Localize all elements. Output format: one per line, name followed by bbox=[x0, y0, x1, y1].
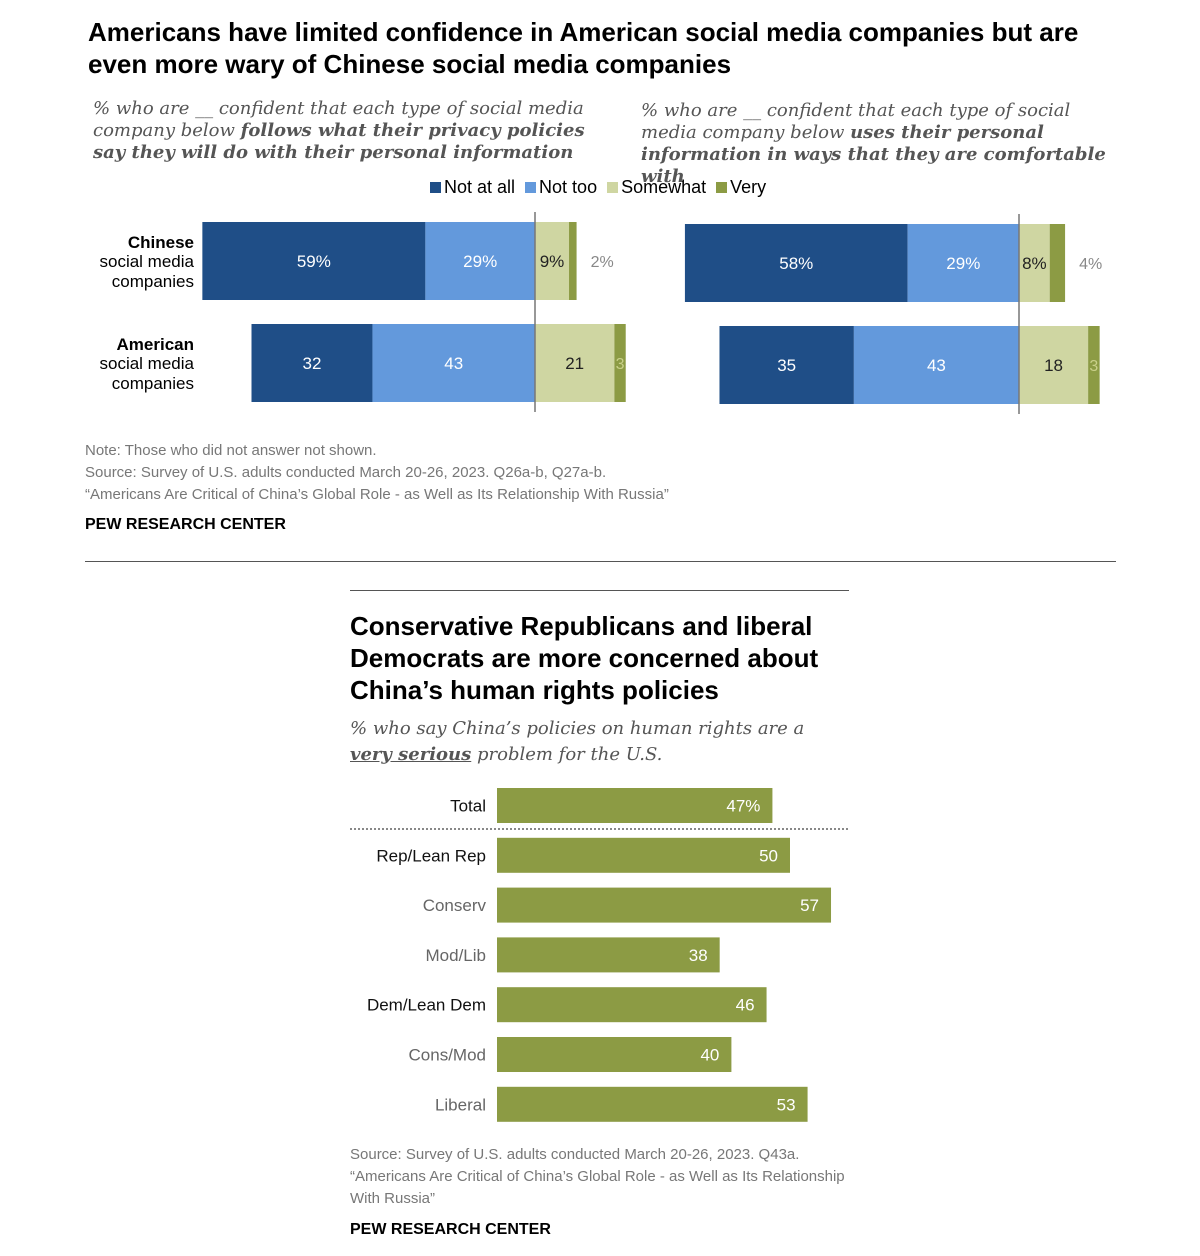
bar-segment bbox=[684, 224, 908, 302]
bar-segment bbox=[535, 222, 570, 300]
chart2-plot: Total 47% Rep/Lean Rep 50 Conserv 57 Mod/Lib 38… bbox=[350, 788, 850, 1122]
bar-segment bbox=[569, 222, 577, 300]
row-label-line: social media bbox=[100, 354, 195, 373]
data-label: 57 bbox=[800, 896, 819, 915]
left-subtitle-emphasis: follows what their privacy policies say … bbox=[93, 120, 585, 163]
data-label: 59% bbox=[297, 252, 331, 271]
bar-segment bbox=[1019, 224, 1050, 302]
bar-segment bbox=[535, 324, 615, 402]
chart2-subtitle-emphasis: very serious bbox=[350, 744, 472, 765]
data-label: 46 bbox=[736, 996, 755, 1015]
chart1-legend: Not at all Not too Somewhat Very bbox=[430, 177, 766, 198]
data-label: 43 bbox=[444, 354, 463, 373]
bar-segment bbox=[251, 324, 373, 402]
bar bbox=[497, 788, 773, 823]
data-label: 3 bbox=[616, 356, 625, 373]
legend-swatch bbox=[716, 182, 728, 193]
bar-segment bbox=[1049, 224, 1066, 302]
data-label: 18 bbox=[1044, 356, 1063, 375]
left-subtitle-prefix: % who are __ confident that each type of… bbox=[93, 98, 584, 141]
category-label: Rep/Lean Rep bbox=[376, 846, 486, 865]
row-label-bold: Chinese bbox=[128, 233, 194, 252]
legend-item-not-at-all: Not at all bbox=[430, 177, 515, 198]
right-subtitle-emphasis: uses their personal information in ways … bbox=[641, 122, 1106, 187]
category-label: Liberal bbox=[435, 1095, 486, 1114]
data-label: 2% bbox=[591, 254, 614, 271]
bar-segment bbox=[719, 326, 854, 404]
chart2-subtitle-prefix: % who say China’s policies on human righ… bbox=[350, 718, 805, 739]
chart1-right-subtitle: % who are __ confident that each type of… bbox=[641, 100, 1131, 188]
legend-label: Not at all bbox=[444, 177, 516, 197]
data-label: 58% bbox=[779, 254, 813, 273]
data-label: 8% bbox=[1022, 254, 1047, 273]
bar-segment bbox=[202, 222, 426, 300]
data-label: 32 bbox=[303, 354, 322, 373]
data-label: 40 bbox=[700, 1046, 719, 1065]
bar bbox=[497, 887, 832, 923]
data-label: 47% bbox=[726, 797, 760, 816]
data-label: 4% bbox=[1079, 256, 1102, 273]
chart2-top-rule bbox=[350, 590, 849, 591]
bar bbox=[497, 1086, 808, 1122]
bar-segment bbox=[425, 222, 535, 300]
data-label: 35 bbox=[777, 356, 796, 375]
data-label: 50 bbox=[759, 846, 778, 865]
bar bbox=[497, 937, 720, 973]
legend-item-very: Very bbox=[716, 177, 766, 198]
chart1-left-subtitle: % who are __ confident that each type of… bbox=[93, 98, 613, 164]
data-label: 21 bbox=[565, 354, 584, 373]
legend-label: Very bbox=[730, 177, 767, 197]
chart1-brand: PEW RESEARCH CENTER bbox=[85, 516, 286, 533]
bar-segment bbox=[853, 326, 1019, 404]
data-label: 29% bbox=[946, 254, 980, 273]
right-subtitle-prefix: % who are __ confident that each type of… bbox=[641, 100, 1071, 143]
bar bbox=[497, 837, 790, 873]
row-label-line: social media bbox=[100, 252, 195, 271]
chart1-source: Source: Survey of U.S. adults conducted … bbox=[85, 464, 607, 481]
legend-label: Somewhat bbox=[621, 177, 707, 197]
chart2-subtitle: % who say China’s policies on human righ… bbox=[350, 716, 850, 768]
category-label: Cons/Mod bbox=[409, 1046, 486, 1065]
chart2-title: Conservative Republicans and liberal Dem… bbox=[350, 611, 819, 705]
category-label: Dem/Lean Dem bbox=[367, 996, 486, 1015]
category-label: Mod/Lib bbox=[426, 946, 486, 965]
category-label: Conserv bbox=[423, 896, 487, 915]
chart2-notes: Source: Survey of U.S. adults conducted … bbox=[350, 1144, 860, 1210]
bar-segment bbox=[372, 324, 535, 402]
legend-label: Not too bbox=[539, 177, 598, 197]
data-label: 9% bbox=[540, 252, 565, 271]
chart1-title: Americans have limited confidence in Ame… bbox=[88, 17, 1079, 79]
chart1-notes: Note: Those who did not answer not shown… bbox=[85, 440, 1085, 506]
data-label: 3 bbox=[1089, 358, 1098, 375]
chart2-source: Source: Survey of U.S. adults conducted … bbox=[350, 1146, 800, 1163]
bar bbox=[497, 1037, 732, 1072]
row-label-line: companies bbox=[112, 272, 194, 291]
data-label: 29% bbox=[463, 252, 497, 271]
chart1-report: “Americans Are Critical of China’s Globa… bbox=[85, 486, 669, 503]
chart2-report: “Americans Are Critical of China’s Globa… bbox=[350, 1168, 845, 1207]
section-divider bbox=[85, 561, 1116, 562]
chart2-brand: PEW RESEARCH CENTER bbox=[350, 1221, 551, 1238]
chart1-note: Note: Those who did not answer not shown… bbox=[85, 442, 377, 459]
legend-item-somewhat: Somewhat bbox=[607, 177, 706, 198]
row-label-bold: American bbox=[117, 335, 194, 354]
bar bbox=[497, 987, 767, 1023]
legend-item-not-too: Not too bbox=[525, 177, 597, 198]
legend-swatch bbox=[525, 182, 537, 193]
bar-segment bbox=[1088, 326, 1100, 404]
row-label-line: companies bbox=[112, 374, 194, 393]
legend-swatch bbox=[430, 182, 441, 193]
bar-segment bbox=[614, 324, 626, 402]
category-label: Total bbox=[450, 797, 486, 816]
chart2-subtitle-suffix: problem for the U.S. bbox=[471, 744, 663, 765]
legend-swatch bbox=[607, 182, 619, 193]
bar-segment bbox=[1019, 326, 1089, 404]
data-label: 53 bbox=[777, 1095, 796, 1114]
data-label: 38 bbox=[689, 946, 708, 965]
bar-segment bbox=[907, 224, 1019, 302]
data-label: 43 bbox=[927, 356, 946, 375]
